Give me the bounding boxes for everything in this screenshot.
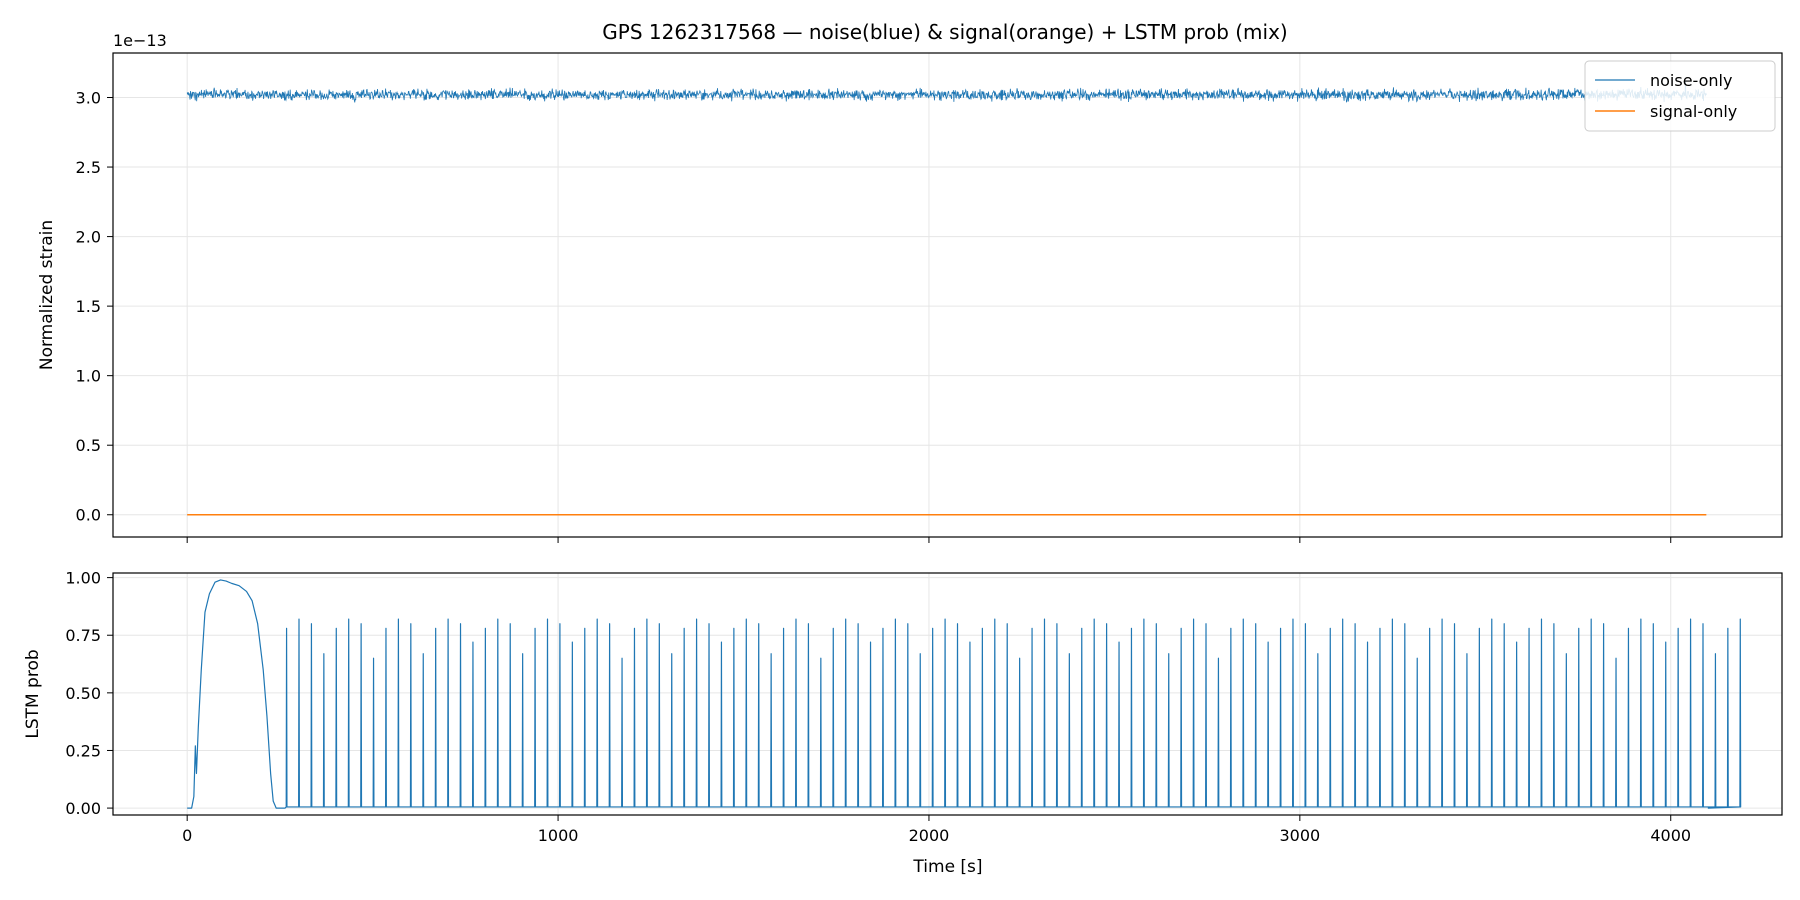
strain-y-tick-label: 1.5 (76, 297, 101, 316)
lstm-y-tick-label: 0.50 (65, 684, 101, 703)
lstm-gridlines (113, 573, 1782, 815)
strain-plot-area (113, 53, 1782, 537)
strain-series (186, 80, 1707, 516)
lstm-ticks: 0 1000 2000 3000 4000 0.00 0.25 0.50 0.75 1.00 (65, 569, 1691, 845)
lstm-prob-line (187, 579, 1742, 809)
lstm-y-tick-label: 0.00 (65, 799, 101, 818)
legend: noise-only signal-only (1584, 60, 1776, 132)
lstm-series (187, 579, 1742, 809)
lstm-y-tick-label: 0.25 (65, 741, 101, 760)
lstm-x-tick-label: 3000 (1279, 826, 1320, 845)
strain-y-tick-label: 1.0 (76, 367, 101, 386)
lstm-axes-frame (112, 572, 1783, 816)
strain-panel: 0.0 0.5 1.0 1.5 2.0 2.5 3.0 1e−13 Normalized s… (37, 31, 1783, 543)
lstm-x-tick-label: 4000 (1650, 826, 1691, 845)
lstm-x-tick-label: 2000 (909, 826, 950, 845)
lstm-x-tick-label: 0 (182, 826, 192, 845)
strain-ticks: 0.0 0.5 1.0 1.5 2.0 2.5 3.0 (76, 89, 1672, 543)
strain-y-tick-label: 0.5 (76, 436, 101, 455)
lstm-x-tick-label: 1000 (538, 826, 579, 845)
strain-y-tick-label: 2.0 (76, 228, 101, 247)
legend-signal-label: signal-only (1650, 102, 1737, 121)
y-offset-text: 1e−13 (113, 31, 167, 50)
lstm-y-tick-label: 1.00 (65, 569, 101, 588)
strain-gridlines (113, 53, 1782, 537)
strain-y-tick-label: 0.0 (76, 506, 101, 525)
legend-noise-label: noise-only (1650, 71, 1732, 90)
strain-axes-frame (112, 52, 1783, 538)
lstm-panel: 0 1000 2000 3000 4000 0.00 0.25 0.50 0.75 1.00 LS… (23, 569, 1783, 877)
lstm-plot-area (113, 573, 1782, 815)
noise-only-line (186, 80, 1707, 103)
legend-box (1584, 60, 1776, 132)
strain-y-axis-label: Normalized strain (37, 220, 57, 370)
lstm-y-tick-label: 0.75 (65, 626, 101, 645)
chart-title: GPS 1262317568 — noise(blue) & signal(or… (602, 20, 1287, 44)
x-axis-label: Time [s] (912, 857, 982, 877)
lstm-y-axis-label: LSTM prob (23, 649, 43, 738)
strain-y-tick-label: 2.5 (76, 158, 101, 177)
strain-y-tick-label: 3.0 (76, 89, 101, 108)
